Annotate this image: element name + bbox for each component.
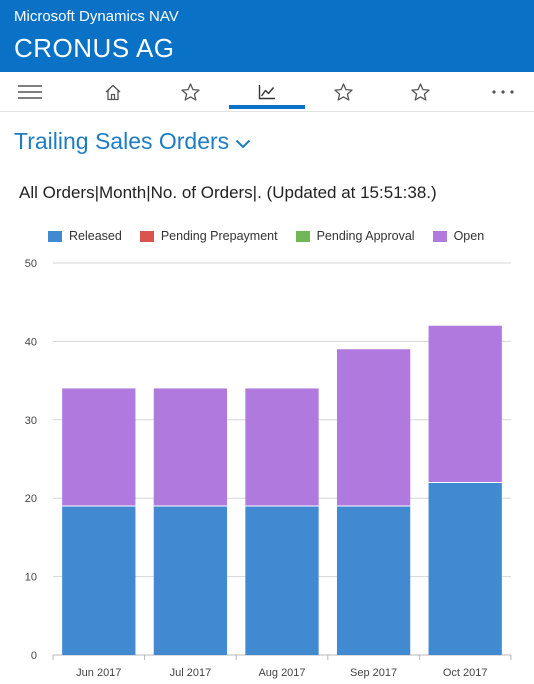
- legend-item-open[interactable]: Open: [432, 229, 485, 243]
- nav-favorite-button-2[interactable]: [313, 72, 373, 112]
- bar-open: [153, 388, 228, 507]
- nav-divider: [0, 111, 534, 112]
- nav-more-button[interactable]: [473, 72, 533, 112]
- x-tick-label: Jul 2017: [170, 667, 212, 679]
- bar-open: [336, 349, 411, 507]
- app-name: Microsoft Dynamics NAV: [14, 8, 179, 25]
- nav-home-button[interactable]: [83, 72, 143, 112]
- legend-item-pending-prepayment[interactable]: Pending Prepayment: [139, 229, 278, 243]
- chevron-down-icon: [235, 128, 251, 155]
- y-tick-label: 30: [25, 415, 37, 427]
- x-tick-label: Sep 2017: [350, 667, 397, 679]
- y-tick-label: 20: [25, 493, 37, 505]
- x-tick-label: Oct 2017: [443, 667, 488, 679]
- chart-icon: [258, 84, 276, 100]
- chart-caption: All Orders|Month|No. of Orders|. (Update…: [19, 183, 437, 202]
- navigation-bar: [0, 72, 534, 112]
- legend-swatch: [432, 230, 447, 242]
- nav-charts-button[interactable]: [237, 72, 297, 112]
- company-name[interactable]: CRONUS AG: [14, 33, 175, 63]
- legend-swatch: [139, 230, 154, 242]
- legend-label: Pending Prepayment: [160, 229, 278, 243]
- app-header: Microsoft Dynamics NAV CRONUS AG: [0, 0, 534, 72]
- legend-item-released[interactable]: Released: [48, 229, 122, 243]
- y-tick-label: 40: [25, 336, 37, 348]
- bar-released: [62, 506, 136, 655]
- nav-favorite-button-1[interactable]: [160, 72, 220, 112]
- legend-label: Released: [69, 229, 122, 243]
- y-tick-label: 50: [25, 258, 37, 270]
- star-icon: [180, 83, 200, 101]
- nav-favorite-button-3[interactable]: [390, 72, 450, 112]
- bar-open: [245, 388, 319, 507]
- legend-swatch: [295, 230, 310, 242]
- bar-open: [428, 325, 502, 483]
- home-icon: [104, 84, 122, 101]
- y-tick-label: 0: [31, 650, 37, 662]
- star-icon: [333, 83, 353, 101]
- bar-released: [336, 506, 411, 655]
- more-icon: [492, 90, 514, 94]
- legend-swatch: [48, 230, 62, 242]
- legend-label: Open: [453, 229, 485, 243]
- chart-legend: Released Pending Prepayment Pending Appr…: [48, 228, 502, 244]
- star-icon: [410, 83, 430, 101]
- x-tick-label: Aug 2017: [258, 667, 305, 679]
- legend-item-pending-approval[interactable]: Pending Approval: [295, 229, 415, 243]
- active-tab-indicator: [229, 105, 305, 109]
- page-title-dropdown[interactable]: Trailing Sales Orders: [14, 128, 251, 155]
- x-tick-label: Jun 2017: [76, 667, 121, 679]
- stacked-bar-chart: 0 10 20 30 40 50 Jun 2017 Jul 2017 Aug 2017 Sep 2…: [25, 258, 512, 679]
- legend-label: Pending Approval: [316, 229, 415, 243]
- page-title: Trailing Sales Orders: [14, 128, 230, 154]
- bar-open: [62, 388, 136, 507]
- bar-released: [245, 506, 319, 655]
- bar-released: [153, 506, 228, 655]
- nav-menu-button[interactable]: [0, 72, 60, 112]
- bar-released: [428, 482, 502, 655]
- y-tick-label: 10: [25, 572, 37, 584]
- menu-icon: [18, 85, 42, 99]
